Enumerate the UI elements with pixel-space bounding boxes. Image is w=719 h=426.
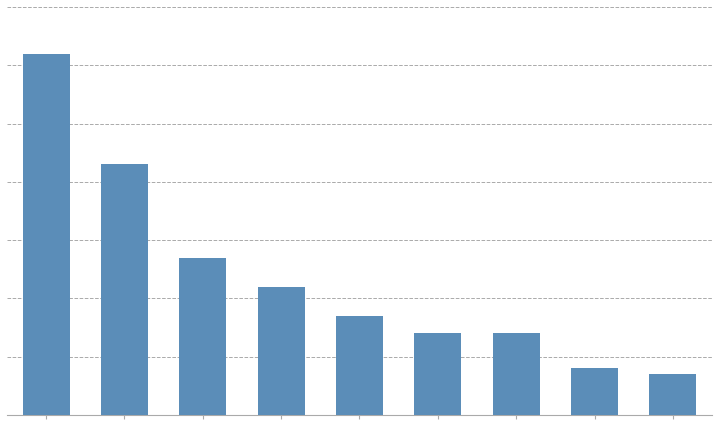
Bar [414,333,462,415]
Bar [336,316,383,415]
Bar [22,54,70,415]
Bar [649,374,697,415]
Bar [493,333,540,415]
Bar [257,287,305,415]
Bar [571,368,618,415]
Bar [179,258,226,415]
Bar [101,164,148,415]
